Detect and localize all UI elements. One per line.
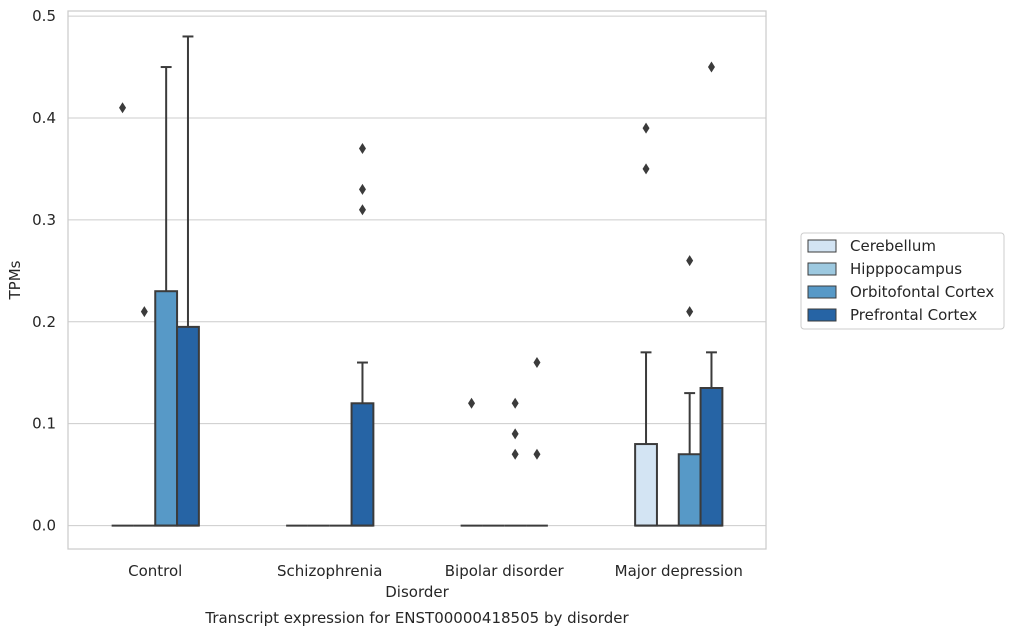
box-body: [677, 453, 702, 527]
outlier-point: [468, 397, 476, 409]
y-axis-ticks: 0.0 0.1 0.2 0.3 0.4 0.5: [32, 7, 56, 534]
outlier-point: [686, 255, 694, 267]
legend-label: Hipppocampus: [850, 260, 962, 278]
x-axis-label: Disorder: [385, 583, 449, 601]
x-tick-label: Control: [128, 562, 182, 580]
plot-frame: [67, 10, 767, 550]
legend-swatch: [807, 285, 837, 299]
outlier-point: [511, 428, 519, 440]
box-prefrontal-cortex: [350, 143, 375, 527]
chart-title: Transcript expression for ENST0000041850…: [204, 609, 629, 627]
box-body: [350, 402, 375, 527]
box-cerebellum: [460, 397, 483, 527]
outlier-point: [707, 61, 715, 73]
outlier-point: [533, 357, 541, 369]
legend-label: Orbitofontal Cortex: [850, 283, 994, 301]
x-tick-label: Bipolar disorder: [445, 562, 565, 580]
x-tick-label: Major depression: [615, 562, 743, 580]
x-axis-ticks: Control Schizophrenia Bipolar disorder Majo…: [128, 562, 743, 580]
y-tick-label: 0.3: [32, 211, 56, 229]
legend: Cerebellum Hipppocampus Orbitofontal Corte…: [800, 232, 1005, 330]
y-tick-label: 0.4: [32, 109, 56, 127]
box-orbitofontal-cortex: [154, 66, 179, 527]
box-body: [699, 387, 724, 527]
outlier-point: [119, 102, 127, 114]
outlier-point: [358, 183, 366, 195]
box-orbitofontal-cortex: [677, 255, 702, 527]
x-tick-label: Schizophrenia: [277, 562, 382, 580]
y-tick-label: 0.1: [32, 415, 56, 433]
outlier-point: [140, 306, 148, 318]
box-orbitofontal-cortex: [504, 397, 527, 527]
box-prefrontal-cortex: [176, 35, 200, 527]
outlier-point: [642, 122, 650, 134]
box-marks: [111, 35, 724, 527]
outlier-point: [358, 143, 366, 155]
box-cerebellum: [111, 102, 134, 527]
box-body: [154, 290, 179, 527]
outlier-point: [686, 306, 694, 318]
legend-swatch: [807, 239, 837, 253]
y-tick-label: 0.5: [32, 7, 56, 25]
box-prefrontal-cortex: [699, 61, 724, 527]
legend-swatch: [807, 308, 837, 322]
outlier-point: [358, 204, 366, 216]
y-tick-label: 0.0: [32, 517, 56, 535]
legend-label: Prefrontal Cortex: [850, 306, 977, 324]
box-body: [176, 325, 200, 527]
box-prefrontal-cortex: [526, 357, 548, 527]
outlier-point: [642, 163, 650, 175]
box-body: [634, 443, 658, 527]
y-axis-label: TPMs: [6, 260, 24, 300]
box-hipppocampus: [133, 306, 156, 527]
outlier-point: [511, 397, 519, 409]
legend-frame: [800, 232, 1005, 330]
legend-label: Cerebellum: [850, 237, 936, 255]
outlier-point: [533, 448, 541, 460]
legend-swatch: [807, 262, 837, 276]
y-tick-label: 0.2: [32, 313, 56, 331]
box-cerebellum: [634, 122, 658, 527]
outlier-point: [511, 448, 519, 460]
